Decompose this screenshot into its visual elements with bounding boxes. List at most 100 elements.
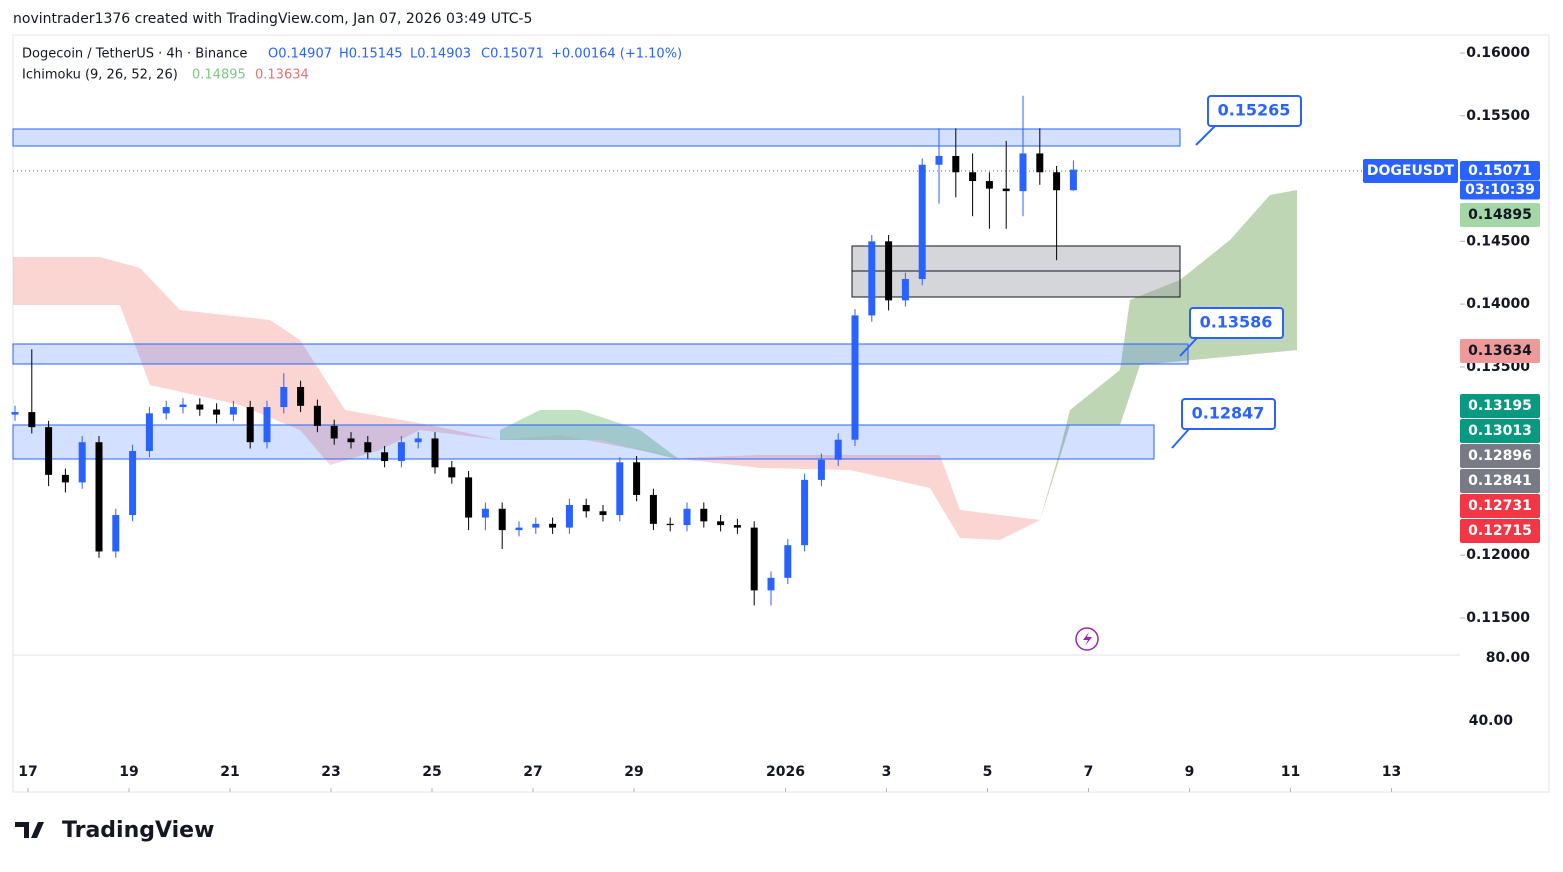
ichimoku-cloud-green [500, 410, 680, 460]
candle-body [666, 523, 674, 526]
event-icon-bolt [1083, 632, 1092, 646]
price-badge [1460, 180, 1540, 200]
candle-body [364, 442, 372, 453]
price-badge [1460, 394, 1540, 418]
candle-body [683, 508, 691, 526]
candle-body [78, 442, 86, 483]
candle-body [498, 508, 506, 531]
price-badge [1460, 419, 1540, 443]
price-badge-label: 0.13195 [1468, 398, 1532, 414]
x-tick-label: 17 [18, 764, 37, 780]
callout [1181, 398, 1276, 430]
y-tick-label: 0.15500 [1466, 108, 1530, 124]
candle-body [918, 164, 926, 279]
candle-body [397, 442, 405, 462]
candle-body [901, 279, 909, 301]
ichimoku-cloud [13, 190, 1297, 540]
candle-body [196, 404, 204, 410]
indicator-value: 0.13634 [255, 68, 309, 83]
symbol: Dogecoin / TetherUS · 4h · Binance [22, 47, 247, 62]
callout [1207, 95, 1302, 127]
price-badge [1460, 161, 1540, 180]
candle-body [582, 505, 590, 512]
price-badge [1460, 494, 1540, 518]
x-tick-label: 25 [422, 764, 441, 780]
price-badge-label: 0.13013 [1468, 423, 1532, 439]
y-tick-label: 0.11500 [1466, 610, 1530, 626]
x-tick-label: 9 [1185, 764, 1195, 780]
x-tick-label: 13 [1382, 764, 1401, 780]
candle-body [45, 427, 53, 475]
y-tick-label: 0.14000 [1466, 296, 1530, 312]
y-tick-label: 0.12000 [1466, 547, 1530, 563]
callout-pointer [1179, 337, 1198, 357]
x-tick-label: 7 [1084, 764, 1094, 780]
candle-body [935, 155, 943, 165]
candle-body [515, 527, 523, 531]
ichimoku-cloud-green [1040, 190, 1297, 520]
candle-body [969, 172, 977, 182]
candle-body [95, 442, 103, 552]
price-badge-label: 0.12896 [1468, 448, 1532, 464]
price-badge-label: 0.13634 [1468, 343, 1532, 359]
candle-body [145, 413, 153, 452]
x-tick-label: 5 [983, 764, 993, 780]
candle-body [448, 467, 456, 478]
ohlc: L0.14903 [410, 47, 471, 62]
callout-pointer [1171, 428, 1190, 449]
candle-body [280, 386, 288, 408]
indicator-value: 0.14895 [192, 68, 246, 83]
price-badge [1460, 444, 1540, 468]
logo: TradingView [62, 818, 214, 843]
frame [12, 34, 1550, 793]
y-tick-label: 0.14500 [1466, 233, 1530, 249]
candle-body [985, 181, 993, 189]
candle-body [1053, 172, 1061, 191]
candle-body [599, 511, 607, 516]
candle-body [1019, 153, 1027, 192]
candle-body [347, 438, 355, 443]
candle-body [330, 425, 338, 439]
zone [12, 343, 1189, 365]
candle-body [1002, 188, 1010, 192]
candle-body [162, 407, 170, 414]
price-badge [1363, 159, 1458, 183]
candle-body [633, 462, 641, 495]
x-tick-label: 23 [321, 764, 340, 780]
callout [1189, 307, 1284, 339]
x-tick-label: 29 [624, 764, 643, 780]
candle-body [431, 438, 439, 468]
x-tick-label: 2026 [766, 764, 805, 780]
author: novintrader1376 created with TradingView… [13, 11, 532, 27]
x-tick-label: 21 [220, 764, 239, 780]
candle-body [851, 315, 859, 440]
candle-body [179, 404, 187, 408]
candle-body [616, 462, 624, 516]
candle-body [801, 479, 809, 546]
candle-body [952, 155, 960, 173]
price-badge [1460, 203, 1540, 227]
x-tick-label: 3 [882, 764, 892, 780]
candle-body [229, 407, 237, 415]
ohlc-change: +0.00164 (+1.10%) [551, 47, 682, 62]
event-icon[interactable] [1075, 627, 1099, 651]
price-badge [1460, 339, 1540, 363]
zone [12, 424, 1155, 460]
candle-body [885, 241, 893, 301]
candle-body [733, 525, 741, 528]
oscillator-tick: 80.00 [1486, 650, 1531, 666]
ohlc: O0.14907 [268, 47, 332, 62]
price-badge [1460, 519, 1540, 543]
candle-body [129, 451, 137, 516]
candle-body [112, 515, 120, 552]
x-tick-label: 27 [523, 764, 542, 780]
price-badge-label: 0.14895 [1468, 207, 1532, 223]
candle-body [649, 494, 657, 524]
candle-body [549, 523, 557, 528]
price-badge-label: 0.12841 [1468, 473, 1532, 489]
price-badge [1460, 469, 1540, 493]
candle-body [868, 241, 876, 316]
candle-body [313, 405, 321, 426]
ohlc: H0.15145 [339, 47, 403, 62]
